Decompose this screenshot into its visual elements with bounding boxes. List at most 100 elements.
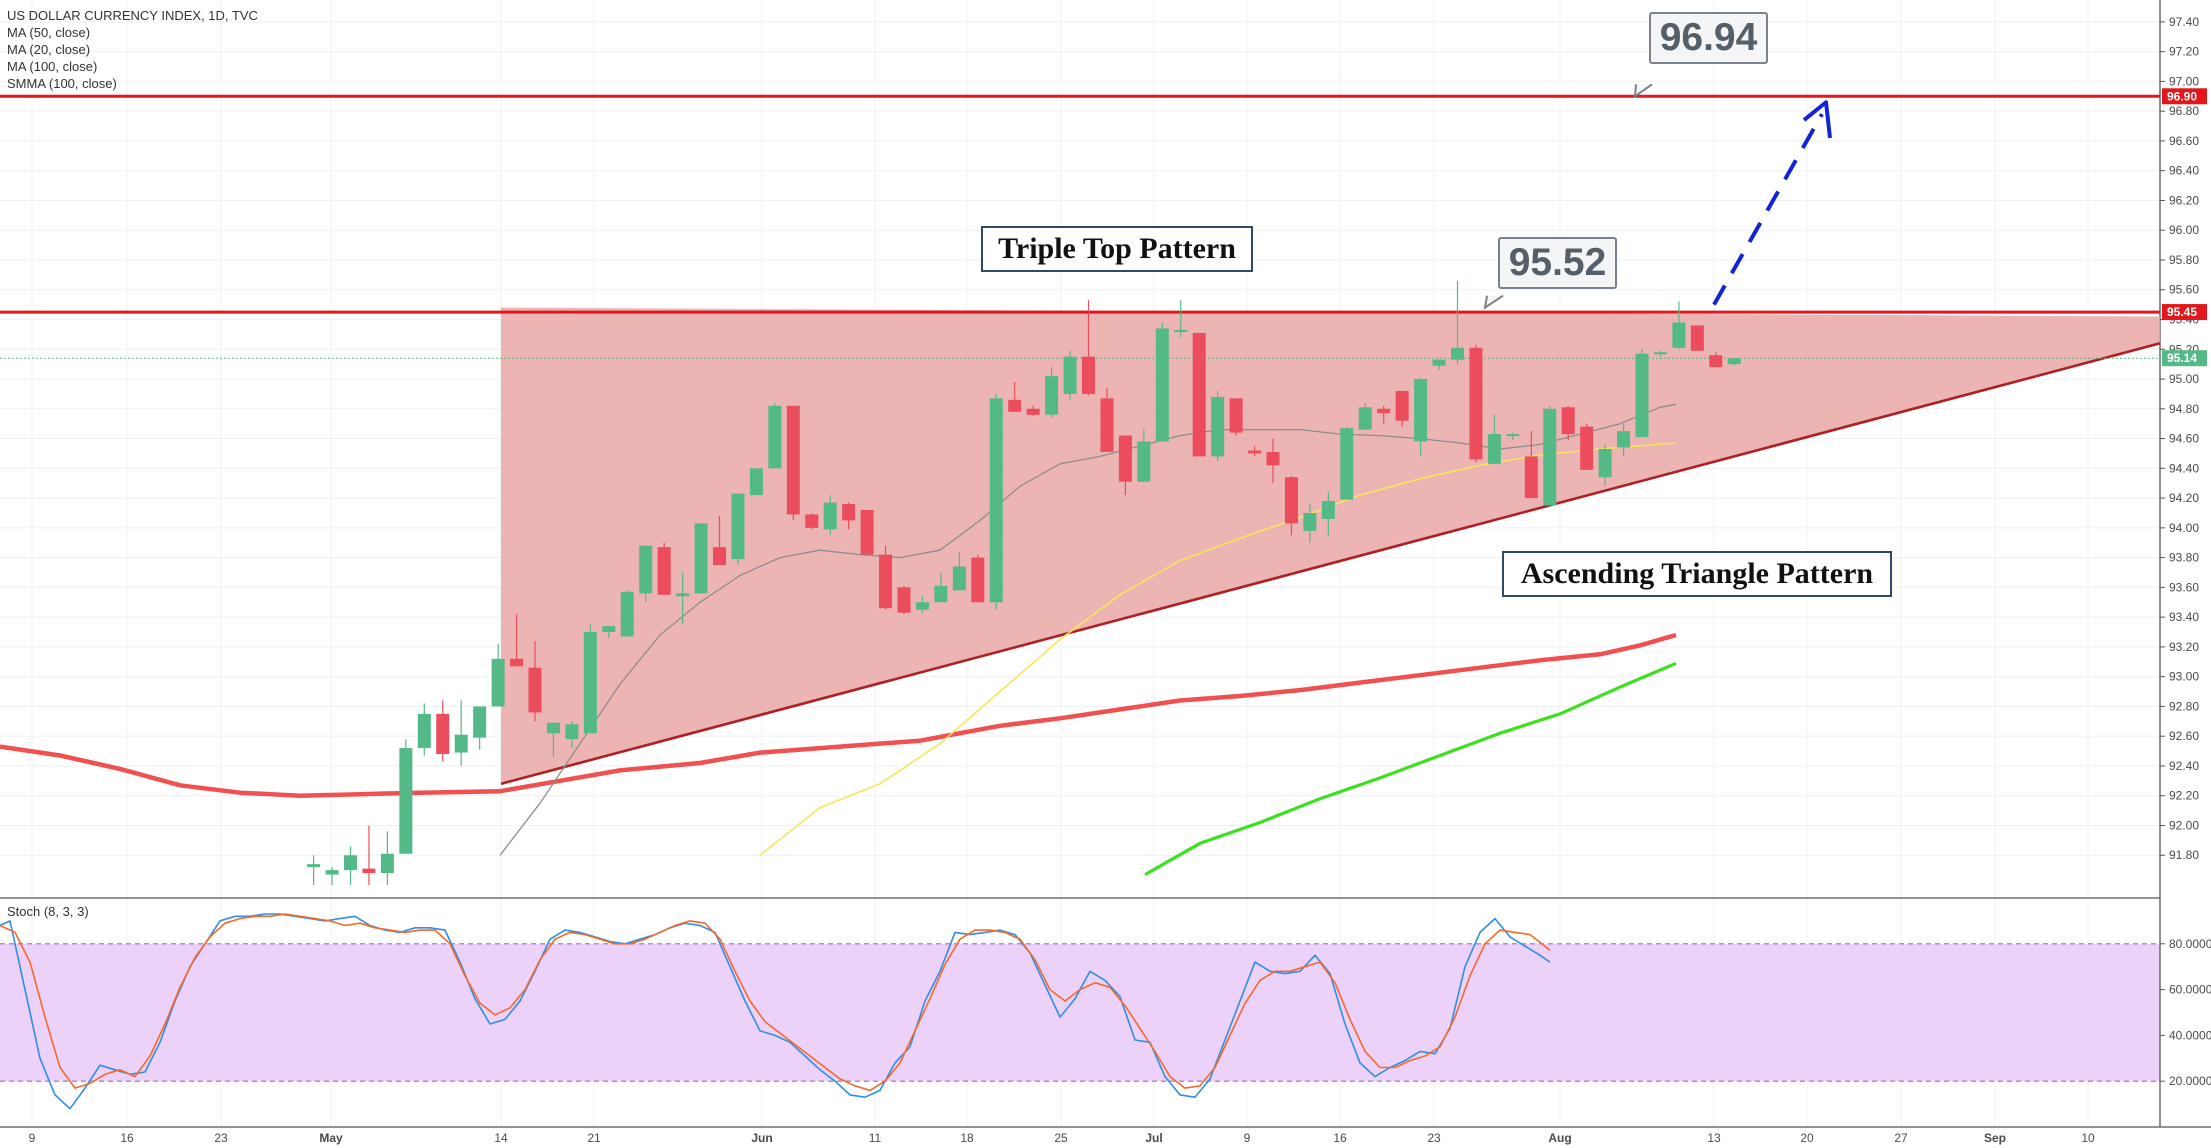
candle-body-13: [546, 722, 560, 734]
badge-current-bg: [2162, 350, 2207, 367]
candle-body-72: [1635, 353, 1649, 438]
triangle-support-line: [500, 342, 2161, 786]
candle-body-24: [749, 468, 763, 496]
candle-body-54: [1303, 512, 1317, 531]
x-label-11: 9: [1244, 1131, 1251, 1145]
price-label-19: 93.60: [2169, 580, 2199, 594]
price-label-15: 94.40: [2169, 461, 2199, 475]
legend-ma20: MA (20, close): [7, 42, 91, 57]
candle-body-18: [639, 545, 653, 594]
price-label-9: 95.60: [2169, 283, 2199, 297]
candle-body-12: [528, 667, 542, 713]
candle-body-38: [1008, 399, 1022, 412]
candle-body-65: [1506, 434, 1520, 437]
callout-top-tail: [1633, 83, 1653, 99]
candle-body-39: [1026, 408, 1040, 415]
stoch-label-3: 20.0000: [2169, 1074, 2211, 1088]
price-label-22: 93.00: [2169, 670, 2199, 684]
candle-body-25: [768, 405, 782, 469]
price-label-13: 94.80: [2169, 402, 2199, 416]
candle-body-22: [713, 547, 726, 566]
price-axis: 97.40 97.20 97.00 96.80 96.60 96.40 96.20 96.00…: [2160, 15, 2199, 862]
candle-body-77: [1727, 358, 1741, 365]
x-label-14: Aug: [1548, 1131, 1571, 1145]
ma-50-line: [759, 442, 1677, 856]
candle-body-42: [1082, 356, 1095, 394]
ascending-triangle-label: Ascending Triangle Pattern: [1502, 551, 1892, 597]
candle-body-52: [1266, 451, 1280, 466]
x-label-13: 23: [1427, 1131, 1441, 1145]
price-label-24: 92.60: [2169, 729, 2199, 743]
price-label-18: 93.80: [2169, 551, 2199, 565]
x-label-8: 18: [960, 1131, 974, 1145]
x-label-19: 10: [2081, 1131, 2095, 1145]
stoch-label-1: 60.0000: [2169, 983, 2211, 997]
projection-arrow-shaft: [1712, 113, 1824, 306]
price-label-21: 93.20: [2169, 640, 2199, 654]
candle-body-47: [1174, 329, 1188, 332]
legend-title: US DOLLAR CURRENCY INDEX, 1D, TVC: [7, 8, 258, 23]
x-label-9: 25: [1054, 1131, 1068, 1145]
candle-body-27: [805, 514, 819, 528]
candle-body-26: [786, 405, 800, 515]
stoch-d-line: [0, 913, 1551, 1092]
candle-body-17: [620, 591, 634, 637]
candle-body-29: [842, 504, 856, 521]
candle-body-57: [1358, 407, 1372, 430]
candle-body-62: [1451, 347, 1464, 360]
price-label-12: 95.00: [2169, 372, 2199, 386]
price-label-6: 96.20: [2169, 193, 2199, 207]
badge-resistance-high-bg: [2162, 88, 2207, 105]
candle-body-71: [1617, 431, 1631, 448]
candle-body-50: [1229, 398, 1243, 433]
candles: [307, 280, 1741, 885]
x-label-1: 16: [120, 1131, 134, 1145]
price-label-25: 92.40: [2169, 759, 2199, 773]
x-label-18: Sep: [1984, 1131, 2006, 1145]
candle-body-21: [694, 523, 708, 594]
ma-100-line: [1144, 661, 1677, 876]
price-label-23: 92.80: [2169, 699, 2199, 713]
candle-body-61: [1432, 359, 1446, 366]
candle-body-74: [1672, 322, 1686, 348]
candle-body-30: [860, 509, 874, 555]
price-label-8: 95.80: [2169, 253, 2199, 267]
price-label-1: 97.20: [2169, 45, 2199, 59]
x-label-0: 9: [29, 1131, 36, 1145]
candle-body-32: [897, 587, 911, 613]
price-label-16: 94.20: [2169, 491, 2199, 505]
price-label-26: 92.20: [2169, 789, 2199, 803]
price-label-27: 92.00: [2169, 818, 2199, 832]
candle-body-36: [971, 557, 985, 603]
candle-body-68: [1561, 407, 1575, 435]
stoch-label-0: 80.0000: [2169, 937, 2211, 951]
price-label-3: 96.80: [2169, 104, 2199, 118]
candle-body-75: [1690, 325, 1704, 351]
stoch-band: [0, 943, 2160, 1082]
candle-body-28: [823, 502, 837, 530]
x-label-17: 27: [1894, 1131, 1908, 1145]
price-label-20: 93.40: [2169, 610, 2199, 624]
x-label-2: 23: [214, 1131, 228, 1145]
price-label-0: 97.40: [2169, 15, 2199, 29]
stoch-axis: 80.0000 60.0000 40.0000 20.0000: [2160, 937, 2211, 1088]
candle-body-15: [583, 632, 597, 734]
x-label-5: 21: [587, 1131, 601, 1145]
candle-body-6: [417, 713, 431, 749]
candle-body-35: [952, 566, 966, 591]
candle-body-1: [325, 870, 339, 875]
x-label-16: 20: [1800, 1131, 1814, 1145]
candle-body-34: [934, 585, 948, 603]
candle-body-10: [491, 658, 505, 707]
candle-body-33: [915, 602, 929, 610]
candle-body-37: [989, 398, 1003, 603]
candle-body-7: [436, 713, 450, 755]
x-label-10: Jul: [1145, 1131, 1162, 1145]
candle-body-73: [1653, 352, 1667, 355]
x-label-4: 14: [494, 1131, 508, 1145]
candle-body-53: [1284, 477, 1298, 524]
stoch-label: Stoch (8, 3, 3): [7, 904, 89, 919]
candle-body-45: [1137, 441, 1151, 482]
x-label-12: 16: [1333, 1131, 1347, 1145]
